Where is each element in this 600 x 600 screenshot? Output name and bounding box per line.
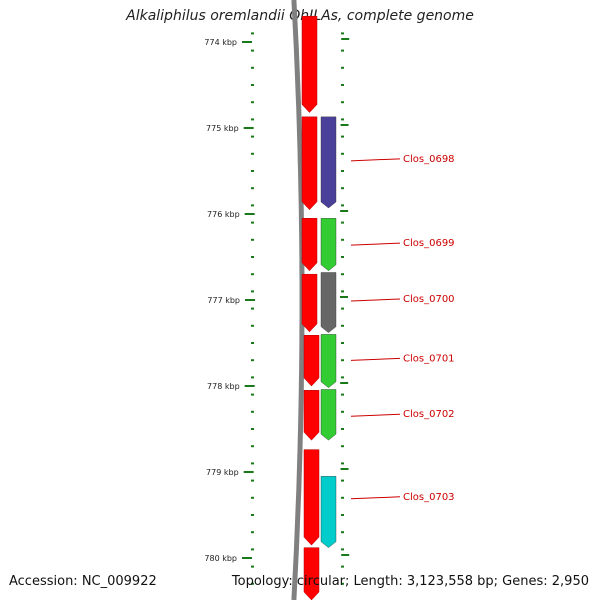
gene-label-leader <box>350 158 401 162</box>
gene-label-leader <box>350 242 401 246</box>
tick-layer: 774 kbp 775 kbp 776 kbp 777 kbp 778 kbp 779 k… <box>204 32 350 585</box>
forward-strand-feature[interactable] <box>301 116 318 211</box>
tick-label: 776 kbp <box>207 210 240 219</box>
gene-label-leader <box>350 357 401 361</box>
gene-feature[interactable] <box>320 476 337 548</box>
tick-label: 774 kbp <box>204 38 237 47</box>
tick-label: 780 kbp <box>204 554 237 563</box>
forward-strand-feature[interactable] <box>303 547 320 600</box>
genome-title: Alkaliphilus oremlandii OhILAs, complete… <box>126 8 474 24</box>
gene-label-leader <box>350 413 401 417</box>
forward-strand-feature[interactable] <box>303 390 320 441</box>
gene-label[interactable]: Clos_0703 <box>403 492 455 503</box>
summary-text: Topology: circular; Length: 3,123,558 bp… <box>231 574 589 589</box>
accession-text: Accession: NC_009922 <box>9 574 157 589</box>
gene-feature[interactable] <box>320 389 337 441</box>
forward-strand-feature[interactable] <box>303 335 320 387</box>
gene-feature[interactable] <box>320 272 337 333</box>
tick-label: 778 kbp <box>207 382 240 391</box>
gene-label[interactable]: Clos_0702 <box>403 409 455 420</box>
backbone-layer <box>291 0 305 600</box>
genome-backbone <box>291 0 305 600</box>
gene-label[interactable]: Clos_0698 <box>403 154 455 165</box>
forward-strand-feature[interactable] <box>301 273 318 333</box>
gene-label[interactable]: Clos_0701 <box>403 353 455 364</box>
forward-strand-feature[interactable] <box>303 449 320 546</box>
forward-strand-feature[interactable] <box>301 218 318 272</box>
gene-label[interactable]: Clos_0699 <box>403 238 455 249</box>
tick-label: 779 kbp <box>206 468 239 477</box>
gene-feature[interactable] <box>320 334 337 388</box>
tick-label: 777 kbp <box>207 296 240 305</box>
gene-label-leader <box>350 298 401 302</box>
forward-strand-layer <box>301 15 320 600</box>
gene-layer: Clos_0698 Clos_0699 Clos_0700 Clos_0701 Clos… <box>320 116 455 548</box>
gene-feature[interactable] <box>320 116 337 209</box>
gene-feature[interactable] <box>320 218 337 272</box>
gene-label-leader <box>350 496 401 500</box>
tick-label: 775 kbp <box>206 124 239 133</box>
gene-label[interactable]: Clos_0700 <box>403 294 455 305</box>
forward-strand-feature[interactable] <box>301 15 318 113</box>
